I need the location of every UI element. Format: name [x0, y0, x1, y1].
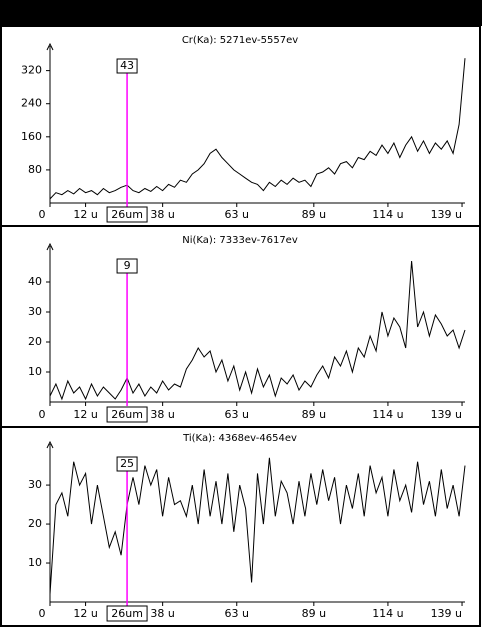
panel-title: Cr(Ka): 5271ev-5557ev: [182, 35, 298, 46]
cursor-x-box: [106, 605, 148, 622]
y-axis-arrow: [46, 242, 54, 251]
y-axis-arrow: [46, 440, 54, 449]
x-tick-label: 0: [39, 408, 46, 421]
y-tick-label: 10: [28, 556, 42, 569]
y-tick-label: 240: [21, 97, 42, 110]
y-tick-label: 80: [28, 163, 42, 176]
cursor-x-box: [106, 406, 148, 423]
x-tick-label: 139 u: [431, 408, 462, 421]
y-tick-label: 40: [28, 275, 42, 288]
x-tick-label: 38 u: [150, 208, 174, 221]
cursor-value-box: [116, 456, 138, 472]
panel-title: Ti(Ka): 4368ev-4654ev: [182, 433, 297, 444]
y-tick-label: 20: [28, 335, 42, 348]
x-tick-label: 0: [39, 607, 46, 620]
frame: [0, 25, 481, 627]
data-line: [49, 260, 466, 401]
cursor-x-label: 26um: [111, 408, 143, 421]
y-tick-label: 20: [28, 517, 42, 530]
y-tick-label: 30: [28, 478, 42, 491]
data-line: [49, 457, 466, 595]
cursor-x-label: 26um: [111, 607, 143, 620]
x-tick-label: 12 u: [73, 408, 97, 421]
x-tick-label: 63 u: [225, 208, 249, 221]
x-tick-label: 89 u: [302, 607, 326, 620]
cursor-value: 25: [120, 457, 134, 470]
x-tick-label: 12 u: [73, 208, 97, 221]
x-tick-label: 114 u: [372, 208, 403, 221]
x-tick-label: 89 u: [302, 408, 326, 421]
cursor-value: 9: [124, 259, 131, 272]
x-tick-label: 0: [39, 208, 46, 221]
cursor-x-label: 26um: [111, 208, 143, 221]
cursor-value-box: [116, 58, 138, 74]
cursor-x-box: [106, 206, 148, 223]
x-tick-label: 139 u: [431, 208, 462, 221]
x-tick-label: 38 u: [150, 607, 174, 620]
x-tick-label: 114 u: [372, 408, 403, 421]
panel-title: Ni(Ka): 7333ev-7617ev: [182, 235, 298, 246]
y-tick-label: 160: [21, 130, 42, 143]
cursor-value: 43: [120, 59, 134, 72]
cursor-value-box: [116, 258, 138, 274]
x-tick-label: 12 u: [73, 607, 97, 620]
y-axis-arrow: [46, 42, 54, 51]
data-line: [49, 58, 466, 200]
top-bar: [0, 0, 482, 26]
x-tick-label: 89 u: [302, 208, 326, 221]
x-tick-label: 38 u: [150, 408, 174, 421]
x-tick-label: 139 u: [431, 607, 462, 620]
y-tick-label: 320: [21, 64, 42, 77]
x-tick-label: 114 u: [372, 607, 403, 620]
y-tick-label: 10: [28, 365, 42, 378]
y-tick-label: 30: [28, 305, 42, 318]
x-tick-label: 63 u: [225, 607, 249, 620]
x-tick-label: 63 u: [225, 408, 249, 421]
